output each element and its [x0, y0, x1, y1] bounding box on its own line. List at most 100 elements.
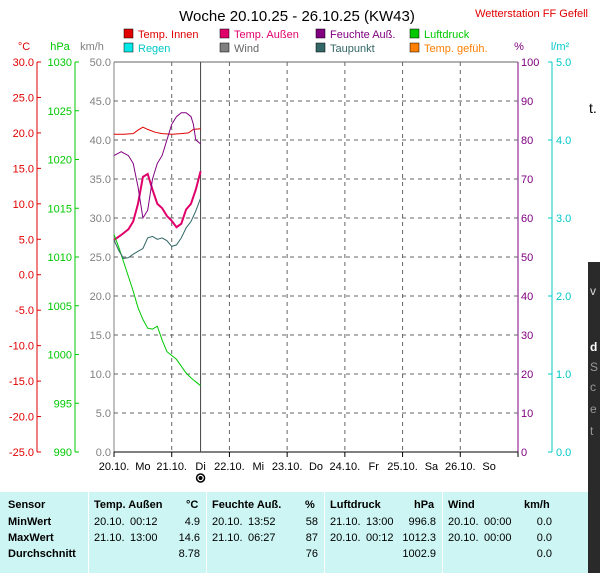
stats-header-humidity: Feuchte Auß.	[212, 499, 282, 511]
temp-axis-tick-label: -20.0	[9, 412, 34, 424]
side-fragment-e: e	[590, 402, 597, 416]
rain-axis-tick-label: 0.0	[556, 447, 571, 459]
legend-label: Temp. Innen	[138, 29, 199, 41]
stats-cell: 14.6	[178, 532, 200, 544]
stats-cell: 00:00	[484, 532, 512, 544]
side-dark-panel: v d S c e t	[588, 262, 600, 573]
legend-label: Luftdruck	[424, 29, 470, 41]
side-fragment-t2: t	[590, 424, 594, 438]
station-name: Wetterstation FF Gefell	[475, 8, 588, 20]
humidity-axis-tick-label: 10	[521, 408, 533, 420]
stats-cell: 00:12	[366, 532, 394, 544]
chart-title: Woche 20.10.25 - 26.10.25 (KW43)	[179, 8, 415, 25]
series-line	[114, 126, 201, 135]
humidity-axis-tick-label: 90	[521, 96, 533, 108]
humidity-axis-tick-label: 40	[521, 291, 533, 303]
stats-cell: 00:12	[130, 516, 158, 528]
stats-cell: 4.9	[184, 516, 200, 528]
stats-cell: 21.10.	[212, 532, 243, 544]
stats-header-pressure: Luftdruck	[330, 499, 381, 511]
side-fragment-t: t.	[589, 100, 597, 116]
wind-axis-tick-label: 15.0	[90, 330, 111, 342]
pressure-axis-tick-label: 1005	[48, 301, 72, 313]
stats-row-label: MaxWert	[8, 532, 54, 544]
wind-axis-tick-label: 0.0	[96, 447, 111, 459]
wind-unit: km/h	[80, 41, 104, 53]
stats-cell: 1002.9	[402, 548, 436, 560]
x-tick-label: 21.10.	[156, 461, 187, 473]
wind-axis-tick-label: 5.0	[96, 408, 111, 420]
x-tick-label: Mo	[135, 461, 150, 473]
rain-unit: l/m²	[551, 41, 570, 53]
stats-header-temp: Temp. Außen	[94, 499, 163, 511]
rain-axis-tick-label: 5.0	[556, 57, 571, 69]
temp-axis-tick-label: -10.0	[9, 341, 34, 353]
stats-cell: 21.10.	[94, 532, 125, 544]
x-tick-label: Mi	[252, 461, 264, 473]
pressure-axis-tick-label: 990	[54, 447, 72, 459]
side-fragment-v: v	[590, 284, 596, 298]
rain-axis-tick-label: 1.0	[556, 369, 571, 381]
temp-axis-tick-label: 30.0	[13, 57, 34, 69]
wind-axis-tick-label: 20.0	[90, 291, 111, 303]
legend-label: Feuchte Auß.	[330, 29, 395, 41]
legend-swatch	[123, 28, 134, 39]
side-fragment-s: S	[590, 360, 599, 374]
humidity-axis-tick-label: 100	[521, 57, 539, 69]
legend-swatch	[219, 42, 230, 53]
temp-axis-tick-label: 0.0	[19, 270, 34, 282]
stats-cell: 20.10.	[448, 532, 479, 544]
x-tick-label: Do	[309, 461, 323, 473]
x-tick-label: 24.10.	[330, 461, 361, 473]
rain-axis-tick-label: 4.0	[556, 135, 571, 147]
stats-cell: 1012.3	[402, 532, 436, 544]
legend-label: Wind	[234, 43, 259, 55]
humidity-axis-tick-label: 50	[521, 252, 533, 264]
wind-axis-tick-label: 35.0	[90, 174, 111, 186]
stats-cell: 8.78	[178, 548, 200, 560]
x-tick-label: 22.10.	[214, 461, 245, 473]
legend-label: Regen	[138, 43, 170, 55]
stats-header-humidity-unit: %	[305, 499, 315, 511]
x-tick-label: Di	[195, 461, 205, 473]
pressure-unit: hPa	[50, 41, 70, 53]
stats-cell: 996.8	[408, 516, 436, 528]
stats-cell: 00:00	[484, 516, 512, 528]
stats-cell: 21.10.	[330, 516, 361, 528]
series-line	[113, 112, 201, 220]
stats-header-wind: Wind	[448, 499, 475, 511]
series-line	[113, 197, 202, 259]
temp-axis-tick-label: 25.0	[13, 92, 34, 104]
stats-cell: 13:00	[130, 532, 158, 544]
pressure-axis-tick-label: 1010	[48, 252, 72, 264]
humidity-axis-tick-label: 70	[521, 174, 533, 186]
weather-chart: Woche 20.10.25 - 26.10.25 (KW43) Wetterst…	[9, 8, 588, 483]
legend-swatch	[123, 42, 134, 53]
x-tick-label: Sa	[425, 461, 439, 473]
wind-axis-tick-label: 50.0	[90, 57, 111, 69]
pressure-axis-tick-label: 995	[54, 398, 72, 410]
wind-axis-tick-label: 10.0	[90, 369, 111, 381]
temp-unit: °C	[18, 41, 30, 53]
humidity-unit: %	[514, 41, 524, 53]
stats-cell: 13:52	[248, 516, 276, 528]
legend-swatch	[219, 28, 230, 39]
stats-row-label: MinWert	[8, 516, 52, 528]
legend-swatch	[409, 28, 420, 39]
stats-header-sensor: Sensor	[8, 499, 46, 511]
stats-cell: 20.10.	[448, 516, 479, 528]
x-tick-label: 20.10.	[99, 461, 130, 473]
x-tick-label: 23.10.	[272, 461, 303, 473]
side-fragment-c: c	[590, 380, 596, 394]
stats-header-temp-unit: °C	[186, 499, 199, 511]
stats-cell: 0.0	[536, 548, 552, 560]
stats-cell: 13:00	[366, 516, 394, 528]
wind-axis-tick-label: 40.0	[90, 135, 111, 147]
rain-axis-tick-label: 3.0	[556, 213, 571, 225]
temp-axis-tick-label: -25.0	[9, 447, 34, 459]
stats-header-pressure-unit: hPa	[414, 499, 435, 511]
pressure-axis-tick-label: 1015	[48, 203, 72, 215]
pressure-axis-tick-label: 1000	[48, 350, 72, 362]
wind-axis-tick-label: 30.0	[90, 213, 111, 225]
stats-cell: 58	[305, 516, 318, 528]
